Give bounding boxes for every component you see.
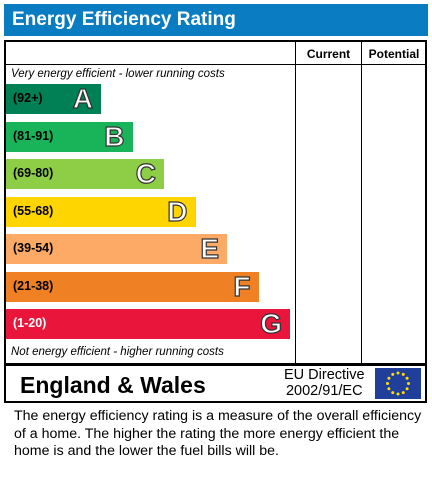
current-column-divider (295, 40, 296, 365)
region-label: England & Wales (20, 372, 206, 398)
top-caption: Very energy efficient - lower running co… (11, 68, 225, 80)
potential-column-divider (361, 40, 362, 365)
band-a: (92+) A (6, 83, 101, 114)
eu-star (407, 382, 410, 385)
eu-directive: EU Directive 2002/91/EC (284, 367, 365, 399)
band-range-label: (21-38) (13, 278, 54, 293)
band-c: (69-80) C (6, 158, 164, 189)
eu-star (396, 392, 400, 396)
band-range-label: (92+) (13, 91, 43, 105)
band-e: (39-54) E (6, 233, 227, 264)
chart-title: Energy Efficiency Rating (12, 9, 236, 30)
current-column-header: Current (306, 47, 351, 61)
band-d: (55-68) D (6, 195, 196, 227)
band-range-label: (55-68) (13, 203, 54, 218)
explanation-note: The energy efficiency rating is a measur… (14, 408, 422, 459)
eu-star (401, 372, 405, 376)
band-letter-label: F (233, 270, 251, 302)
eu-flag-icon (375, 368, 421, 399)
band-range-label: (1-20) (13, 316, 47, 330)
band-range-label: (69-80) (13, 166, 54, 180)
bottom-caption: Not energy efficient - higher running co… (11, 346, 224, 358)
directive-line-1: EU Directive (284, 367, 365, 383)
band-range-label: (81-91) (13, 128, 54, 143)
eu-star (387, 376, 391, 380)
potential-column-header: Potential (368, 47, 420, 61)
eu-star (391, 372, 395, 376)
band-letter-label: E (200, 233, 220, 264)
eu-star (401, 391, 405, 395)
eu-star (387, 387, 391, 391)
band-letter-label: B (104, 120, 125, 152)
eu-star (405, 376, 409, 380)
eu-star (391, 391, 395, 395)
directive-line-2: 2002/91/EC (285, 383, 363, 399)
band-f: (21-38) F (6, 270, 259, 302)
band-range-label: (39-54) (13, 241, 54, 255)
band-g: (1-20) G (6, 308, 290, 339)
band-b: (81-91) B (6, 120, 133, 152)
header-divider (4, 64, 427, 65)
band-letter-label: C (135, 158, 156, 189)
footer: England & Wales EU Directive 2002/91/EC (4, 364, 427, 403)
title-bar: Energy Efficiency Rating (4, 4, 428, 36)
band-letter-label: A (72, 83, 93, 114)
eu-star (396, 371, 400, 375)
band-letter-label: G (260, 308, 283, 339)
eu-star (386, 382, 389, 385)
band-letter-label: D (167, 195, 188, 227)
eu-star (405, 387, 409, 391)
